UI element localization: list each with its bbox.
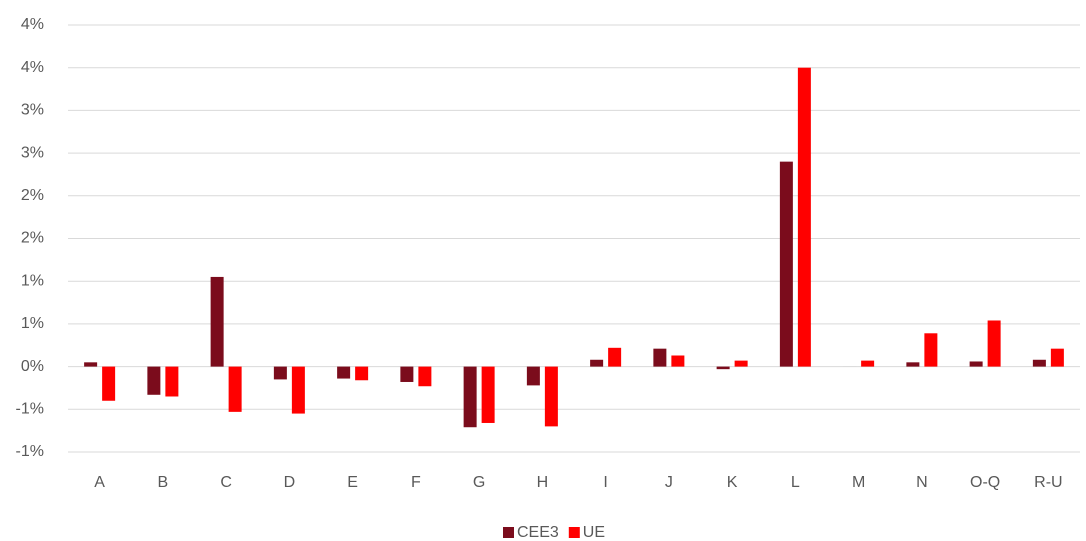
bar	[1050, 348, 1064, 367]
y-tick-label: 3%	[21, 144, 44, 161]
bar	[418, 366, 432, 387]
bar	[463, 366, 477, 428]
x-tick-label: J	[665, 474, 673, 491]
bar	[210, 276, 224, 367]
bar	[273, 366, 287, 380]
x-tick-label: E	[347, 474, 358, 491]
y-tick-label: 2%	[21, 230, 44, 247]
bar	[734, 360, 748, 367]
bar	[337, 366, 351, 379]
bar	[906, 362, 920, 367]
x-tick-label: I	[603, 474, 607, 491]
bar	[102, 366, 116, 401]
y-tick-label: 1%	[21, 272, 44, 289]
bar	[653, 348, 667, 367]
bar	[924, 333, 938, 367]
bar	[779, 161, 793, 367]
bar	[544, 366, 558, 427]
y-tick-label: 2%	[21, 187, 44, 204]
legend-swatch	[503, 527, 514, 538]
bar	[969, 361, 983, 367]
bar	[400, 366, 414, 382]
x-tick-label: K	[727, 474, 738, 491]
y-tick-label: 3%	[21, 102, 44, 119]
x-tick-label: A	[94, 474, 105, 491]
bar	[291, 366, 305, 414]
bar	[1032, 359, 1046, 367]
y-tick-label: 4%	[21, 59, 44, 76]
x-tick-label: D	[284, 474, 296, 491]
legend-swatch	[568, 527, 580, 538]
y-tick-label: 4%	[21, 16, 44, 33]
y-tick-label: 0%	[21, 358, 44, 375]
x-tick-label: B	[158, 474, 169, 491]
bar	[355, 366, 369, 381]
bar	[797, 67, 811, 367]
bar	[165, 366, 179, 397]
bar	[526, 366, 540, 386]
x-tick-label: H	[537, 474, 549, 491]
bar	[481, 366, 495, 423]
bar	[987, 320, 1001, 367]
y-tick-label: -1%	[16, 401, 44, 418]
x-tick-label: G	[473, 474, 485, 491]
x-tick-label: C	[220, 474, 232, 491]
bar	[84, 362, 98, 367]
bar	[861, 360, 875, 367]
bar	[590, 359, 604, 367]
bar	[716, 366, 730, 370]
x-tick-label: O-Q	[970, 474, 1000, 491]
bar	[608, 347, 622, 367]
x-tick-label: N	[916, 474, 928, 491]
y-tick-label: -1%	[16, 443, 44, 460]
x-tick-label: M	[852, 474, 865, 491]
x-tick-label: R-U	[1034, 474, 1062, 491]
bar	[671, 355, 685, 367]
bar	[147, 366, 161, 395]
x-tick-label: F	[411, 474, 421, 491]
y-tick-label: 1%	[21, 315, 44, 332]
x-tick-label: L	[791, 474, 800, 491]
bar	[228, 366, 242, 412]
legend-label: CEE3	[517, 524, 559, 541]
legend-label: UE	[583, 524, 605, 541]
